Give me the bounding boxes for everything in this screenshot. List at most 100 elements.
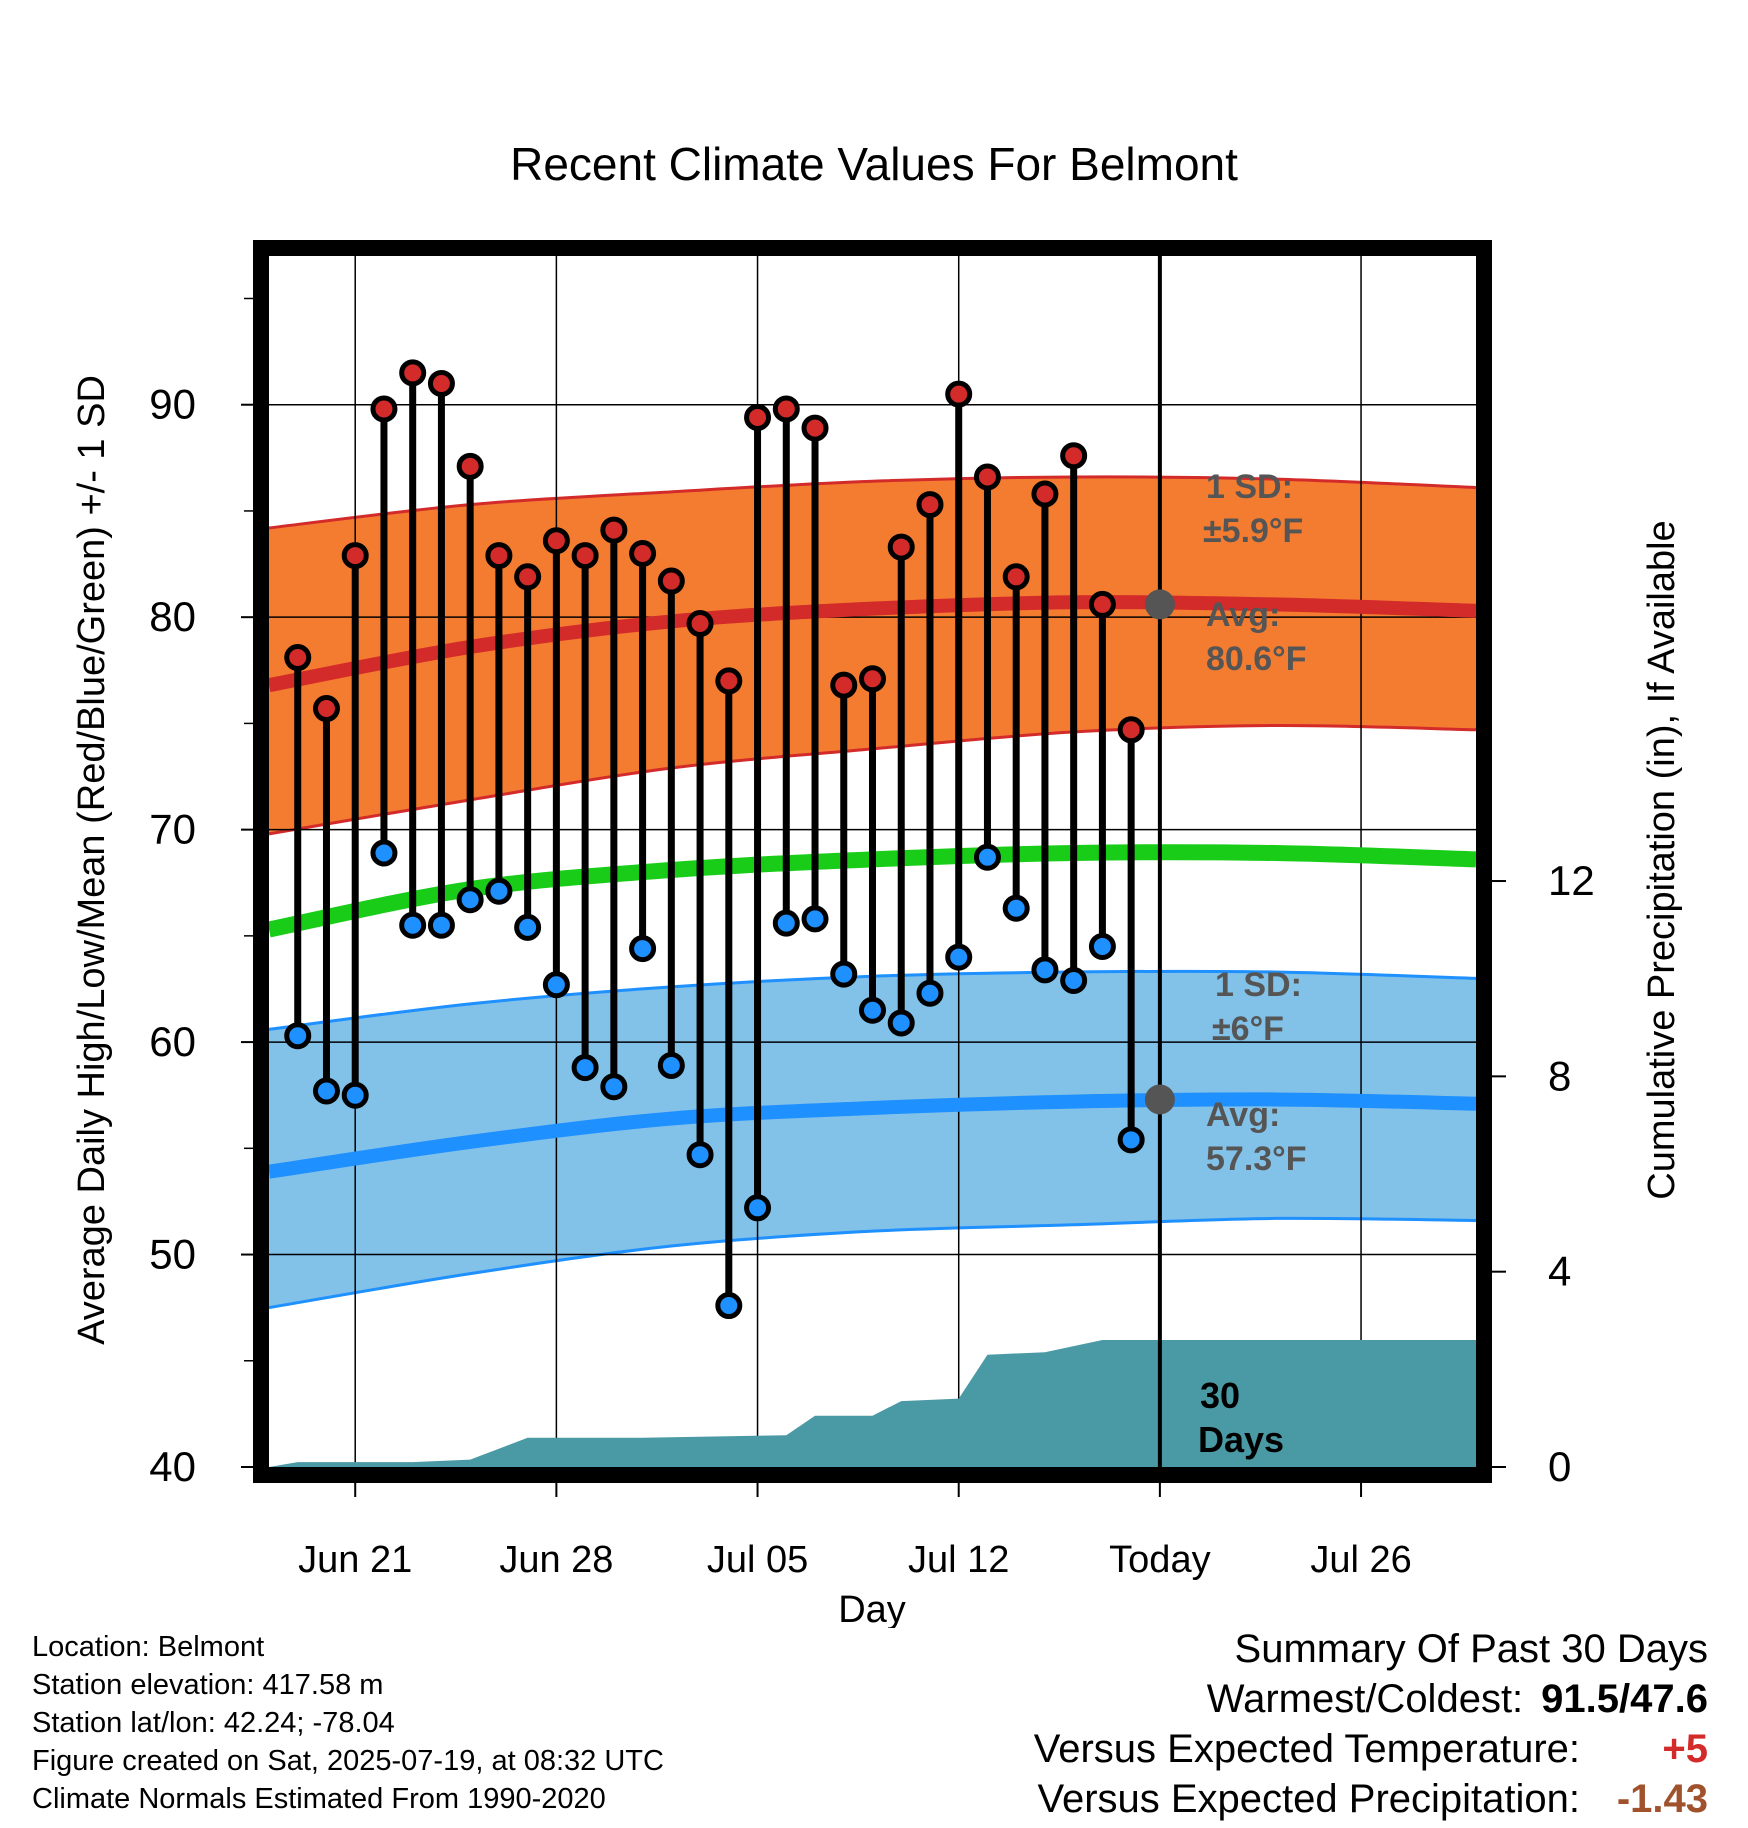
x-tick-label: Today <box>1109 1539 1210 1581</box>
y-tick-label-left: 40 <box>149 1443 196 1490</box>
high-sd-band <box>269 476 1476 834</box>
observed-low-point <box>686 1141 714 1169</box>
observed-high-point <box>1088 590 1116 618</box>
observed-low-point <box>715 1292 743 1320</box>
high-sd-label: 1 SD: <box>1206 468 1293 506</box>
observed-high-point <box>887 533 915 561</box>
observed-values <box>284 359 1145 1320</box>
normals-text: Climate Normals Estimated From 1990-2020 <box>32 1783 606 1815</box>
location-text: Location: Belmont <box>32 1631 265 1663</box>
climate-chart: Recent Climate Values For Belmont 1 SD: … <box>71 138 1683 1628</box>
elevation-text: Station elevation: 417.58 m <box>32 1669 384 1701</box>
observed-high-point <box>629 539 657 567</box>
observed-high-point <box>399 359 427 387</box>
temp-anomaly-label: Versus Expected Temperature: <box>1033 1727 1580 1771</box>
observed-high-point <box>945 380 973 408</box>
observed-low-point <box>341 1081 369 1109</box>
axes: 40 50 60 70 80 90 0 4 8 12 Jun 21 Jun 28 Jul 05 Jul 1… <box>149 297 1595 1581</box>
observed-high-point <box>1060 442 1088 470</box>
x-axis-label: Day <box>838 1589 906 1628</box>
high-avg-value: 80.6°F <box>1206 640 1307 678</box>
y-axis-label-right: Cumulative Precipitation (in), If Availa… <box>1641 520 1683 1199</box>
latlon-text: Station lat/lon: 42.24; -78.04 <box>32 1707 395 1739</box>
observed-low-point <box>1060 966 1088 994</box>
observed-high-point <box>973 463 1001 491</box>
observed-high-point <box>571 542 599 570</box>
high-avg-today-marker <box>1144 589 1175 620</box>
observed-low-point <box>801 905 829 933</box>
y-tick-label-right: 4 <box>1548 1248 1571 1295</box>
observed-low-point <box>284 1022 312 1050</box>
observed-high-point <box>772 395 800 423</box>
period-label-days: Days <box>1198 1419 1284 1460</box>
chart-title: Recent Climate Values For Belmont <box>510 138 1238 190</box>
observed-high-point <box>600 516 628 544</box>
observed-low-point <box>916 979 944 1007</box>
observed-high-point <box>427 369 455 397</box>
observed-high-point <box>341 542 369 570</box>
observed-high-point <box>370 395 398 423</box>
observed-high-point <box>744 403 772 431</box>
observed-low-point <box>744 1194 772 1222</box>
observed-high-point <box>715 667 743 695</box>
x-tick-label: Jul 26 <box>1310 1539 1411 1581</box>
observed-low-point <box>1117 1126 1145 1154</box>
avg-markers <box>1144 589 1175 1115</box>
y-tick-label-left: 80 <box>149 593 196 640</box>
x-tick-label: Jul 05 <box>707 1539 808 1581</box>
observed-low-point <box>485 877 513 905</box>
observed-high-point <box>542 527 570 555</box>
observed-high-point <box>686 610 714 638</box>
warmest-coldest-value: 91.5/47.6 <box>1541 1677 1708 1721</box>
low-avg-line <box>267 1092 1477 1179</box>
precip-cumulative-area <box>269 1340 1476 1467</box>
observed-low-point <box>973 843 1001 871</box>
y-tick-label-right: 0 <box>1548 1443 1571 1490</box>
observed-low-point <box>629 935 657 963</box>
y-tick-label-right: 8 <box>1548 1052 1571 1099</box>
observed-high-point <box>514 563 542 591</box>
observed-low-point <box>427 911 455 939</box>
warmest-coldest-label: Warmest/Coldest: <box>1206 1677 1524 1721</box>
temp-anomaly-row: Versus Expected Temperature: +5 <box>808 1724 1708 1774</box>
low-sd-label: 1 SD: <box>1215 966 1302 1004</box>
observed-low-point <box>1002 894 1030 922</box>
high-sd-value: ±5.9°F <box>1203 512 1303 550</box>
x-tick-label: Jun 21 <box>298 1539 412 1581</box>
observed-low-point <box>945 943 973 971</box>
low-avg-value: 57.3°F <box>1206 1140 1307 1178</box>
summary-panel: Summary Of Past 30 Days Warmest/Coldest:… <box>808 1624 1708 1824</box>
observed-high-point <box>1002 563 1030 591</box>
observed-high-point <box>657 567 685 595</box>
low-sd-value: ±6°F <box>1212 1010 1284 1048</box>
station-info: Location: Belmont Station elevation: 417… <box>32 1628 664 1818</box>
observed-low-point <box>370 839 398 867</box>
observed-low-point <box>514 913 542 941</box>
observed-low-point <box>772 909 800 937</box>
y-axis-label-left: Average Daily High/Low/Mean (Red/Blue/Gr… <box>71 375 113 1345</box>
low-sd-band-lower-edge <box>268 1216 1477 1310</box>
precip-anomaly-label: Versus Expected Precipitation: <box>1037 1777 1580 1821</box>
observed-high-point <box>801 414 829 442</box>
observed-high-point <box>456 452 484 480</box>
y-tick-label-left: 70 <box>149 806 196 853</box>
observed-high-point <box>284 644 312 672</box>
high-avg-label: Avg: <box>1206 596 1280 634</box>
observed-high-point <box>312 695 340 723</box>
observed-low-point <box>1031 956 1059 984</box>
observed-low-point <box>600 1073 628 1101</box>
observed-high-point <box>1117 716 1145 744</box>
observed-low-point <box>887 1009 915 1037</box>
precip-anomaly-value: -1.43 <box>1616 1777 1708 1821</box>
observed-high-point <box>916 491 944 519</box>
observed-low-point <box>571 1054 599 1082</box>
observed-high-point <box>485 542 513 570</box>
y-tick-label-left: 60 <box>149 1018 196 1065</box>
y-tick-label-left: 90 <box>149 381 196 428</box>
observed-low-point <box>859 996 886 1024</box>
y-tick-label-right: 12 <box>1548 857 1595 904</box>
temp-anomaly-value: +5 <box>1662 1727 1708 1771</box>
low-sd-band <box>269 971 1476 1308</box>
created-text: Figure created on Sat, 2025-07-19, at 08… <box>32 1745 664 1777</box>
observed-low-point <box>830 960 858 988</box>
